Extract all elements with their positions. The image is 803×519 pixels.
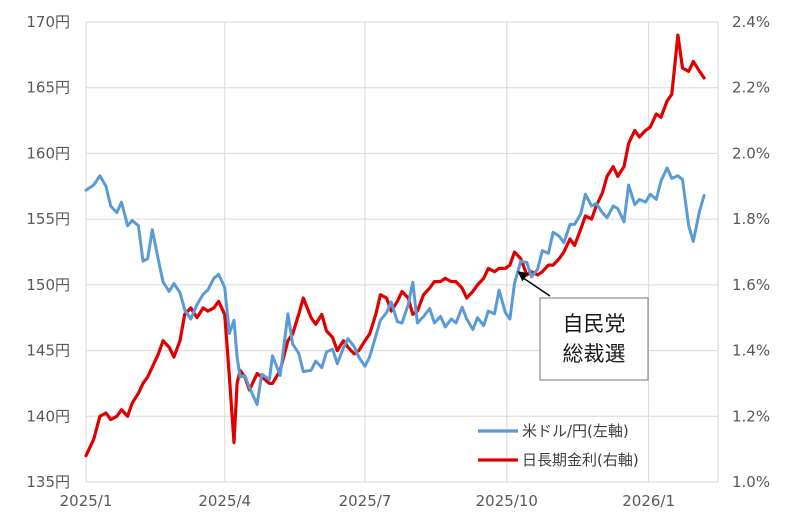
left-tick-label: 135円 xyxy=(26,473,70,491)
left-tick-label: 160円 xyxy=(26,144,70,162)
right-tick-label: 1.4% xyxy=(732,342,770,360)
series-layer xyxy=(84,33,706,458)
grid-lines xyxy=(85,21,718,483)
jgb-yield-series-line xyxy=(84,33,706,458)
legend-label: 日長期金利(右軸) xyxy=(522,451,639,469)
usdjpy-series-line xyxy=(84,166,706,406)
left-tick-label: 150円 xyxy=(26,276,70,294)
plot-frame xyxy=(85,21,719,483)
annotation-arrow-line xyxy=(523,277,551,297)
right-tick-label: 2.0% xyxy=(732,144,770,162)
right-tick-label: 2.4% xyxy=(732,13,770,31)
x-axis-ticks: 2025/1 2025/4 2025/7 2025/10 2026/1 xyxy=(60,492,675,510)
right-tick-label: 2.2% xyxy=(732,79,770,97)
left-tick-label: 155円 xyxy=(26,210,70,228)
annotation-text: 総裁選 xyxy=(563,342,626,366)
x-tick-label: 2025/4 xyxy=(198,492,251,510)
left-tick-label: 165円 xyxy=(26,79,70,97)
right-axis-ticks: 1.0% 1.2% 1.4% 1.6% 1.8% 2.0% 2.2% 2.4% xyxy=(732,13,770,491)
left-tick-label: 170円 xyxy=(26,13,70,31)
right-tick-label: 1.8% xyxy=(732,210,770,228)
x-tick-label: 2026/1 xyxy=(622,492,675,510)
annotation-arrowhead xyxy=(517,271,529,282)
legend-label: 米ドル/円(左軸) xyxy=(522,422,629,440)
legend: 米ドル/円(左軸) 日長期金利(右軸) xyxy=(478,422,639,469)
left-tick-label: 145円 xyxy=(26,342,70,360)
right-tick-label: 1.2% xyxy=(732,407,770,425)
left-axis-ticks: 135円 140円 145円 150円 155円 160円 165円 170円 xyxy=(26,13,70,491)
x-tick-label: 2025/1 xyxy=(60,492,113,510)
x-tick-label: 2025/10 xyxy=(476,492,538,510)
left-tick-label: 140円 xyxy=(26,407,70,425)
annotation-box xyxy=(539,297,649,381)
right-tick-label: 1.0% xyxy=(732,473,770,491)
x-tick-label: 2025/7 xyxy=(339,492,392,510)
right-tick-label: 1.6% xyxy=(732,276,770,294)
annotation-text: 自民党 xyxy=(563,312,626,336)
